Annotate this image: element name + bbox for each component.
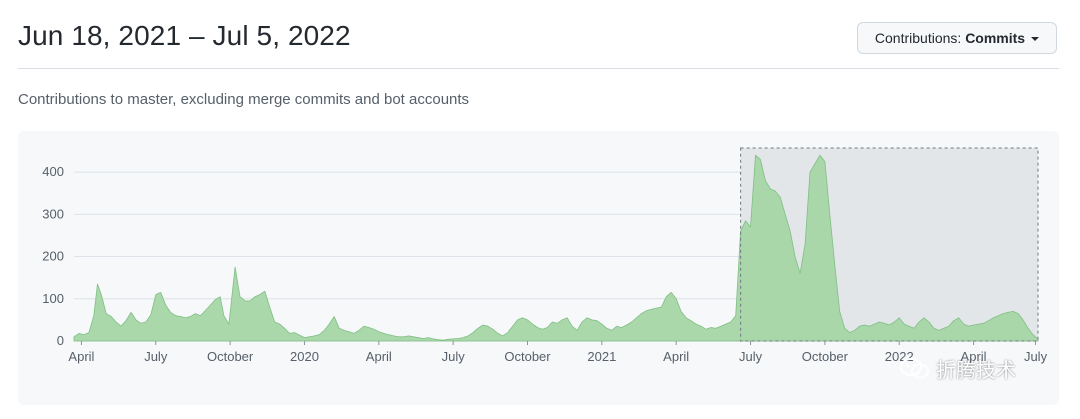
x-axis-labels: April July October 2020 April July October 2021…: [68, 341, 1048, 364]
x-tick-label: 2020: [290, 349, 319, 364]
contributions-dropdown-button[interactable]: Contributions: Commits: [857, 22, 1057, 54]
y-tick-label: 300: [42, 206, 64, 221]
x-tick-label: July: [739, 349, 763, 364]
x-tick-label: October: [207, 349, 254, 364]
wechat-icon: [900, 357, 930, 380]
contributions-chart[interactable]: 0 100 200 300 400 April July October 2020 April J…: [18, 131, 1059, 405]
watermark-text: 折腾技术: [936, 360, 1016, 382]
y-tick-label: 200: [42, 249, 64, 264]
x-tick-label: 2021: [587, 349, 616, 364]
date-range-title: Jun 18, 2021 – Jul 5, 2022: [18, 20, 351, 51]
y-axis-labels: 0 100 200 300 400: [42, 164, 64, 348]
x-tick-label: July: [1024, 349, 1048, 364]
y-tick-label: 0: [57, 333, 64, 348]
watermark: 折腾技术: [900, 354, 1016, 383]
y-tick-label: 400: [42, 164, 64, 179]
contributions-value: Commits: [965, 30, 1026, 46]
x-tick-label: October: [504, 349, 551, 364]
x-tick-label: April: [961, 349, 987, 364]
x-tick-label: April: [366, 349, 392, 364]
x-tick-label: July: [442, 349, 466, 364]
caret-down-icon: [1031, 37, 1040, 42]
x-tick-label: April: [68, 349, 94, 364]
chart-svg[interactable]: 0 100 200 300 400 April July October 2020 April J…: [18, 131, 1059, 405]
commits-area-series: [73, 154, 1039, 342]
contributions-label: Contributions:: [874, 30, 966, 46]
x-tick-label: April: [663, 349, 689, 364]
chart-subtitle: Contributions to master, excluding merge…: [18, 91, 470, 108]
y-tick-label: 100: [42, 291, 64, 306]
selection-border: [740, 147, 1039, 342]
header-divider: [18, 68, 1059, 69]
x-tick-label: July: [144, 349, 168, 364]
x-tick-label: October: [802, 349, 849, 364]
